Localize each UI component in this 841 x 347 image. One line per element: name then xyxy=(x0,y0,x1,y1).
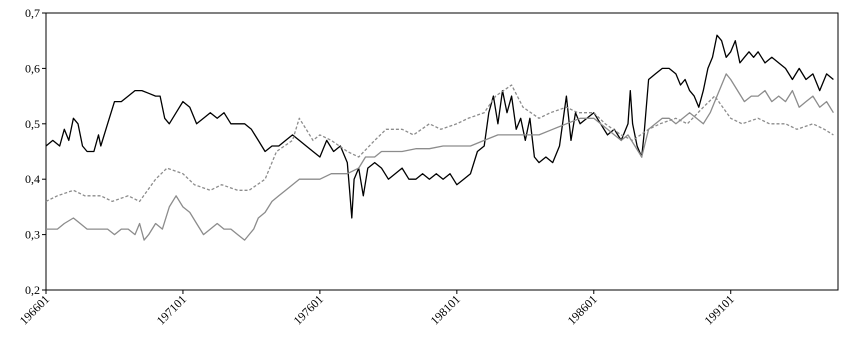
series-line-2 xyxy=(46,73,834,241)
chart-ticks-layer: 0,2 0,3 0,4 0,5 0,6 0,7 196601 197101 197601 1981… xyxy=(17,6,737,328)
x-tick-label: 197601 xyxy=(291,292,326,327)
x-tick-label: 198601 xyxy=(565,292,600,327)
plot-frame xyxy=(45,12,839,291)
y-tick-label: 0,7 xyxy=(25,6,40,20)
x-tick-label: 198101 xyxy=(428,292,463,327)
x-tick-label: 196601 xyxy=(17,292,52,327)
y-tick-label: 0,6 xyxy=(25,61,40,75)
x-tick-label: 199101 xyxy=(701,292,736,327)
x-tick-label: 197101 xyxy=(154,292,189,327)
y-tick-label: 0,5 xyxy=(25,117,40,131)
y-tick-label: 0,2 xyxy=(25,283,40,297)
chart-series-layer xyxy=(45,34,834,241)
chart-axes xyxy=(45,12,839,291)
y-tick-label: 0,4 xyxy=(25,172,40,186)
series-line-1 xyxy=(45,34,834,219)
y-tick-label: 0,3 xyxy=(25,228,40,242)
series-line-3 xyxy=(45,84,834,203)
